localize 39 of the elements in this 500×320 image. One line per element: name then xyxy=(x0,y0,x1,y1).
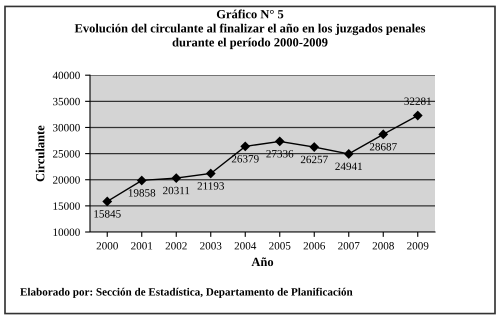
data-label: 28687 xyxy=(370,142,397,150)
y-tick-label: 15000 xyxy=(53,202,80,210)
y-axis-title: Circulante xyxy=(36,126,44,182)
y-tick-label: 25000 xyxy=(52,150,80,158)
y-tick-label: 10000 xyxy=(53,228,80,236)
x-tick-label: 2006 xyxy=(304,242,326,250)
y-tick-label: 40000 xyxy=(52,72,80,80)
x-tick-label: 2009 xyxy=(407,242,428,250)
point xyxy=(240,142,250,152)
point xyxy=(206,168,216,178)
point xyxy=(413,110,422,120)
point xyxy=(102,196,112,206)
x-axis-title: Año xyxy=(252,257,274,266)
y-tick-label: 35000 xyxy=(53,98,80,106)
data-label: 24941 xyxy=(335,162,362,170)
x-tick-label: 2007 xyxy=(338,242,360,250)
data-label: 20311 xyxy=(163,186,190,194)
x-tick-label: 2005 xyxy=(269,242,290,250)
data-label: 26257 xyxy=(300,156,328,164)
y-tick-label: 20000 xyxy=(52,176,80,184)
x-tick-label: 2004 xyxy=(234,242,256,250)
point xyxy=(275,136,284,146)
x-tick-label: 2008 xyxy=(372,242,394,250)
x-tick-label: 2001 xyxy=(131,242,152,250)
data-label: 15845 xyxy=(94,210,121,218)
point xyxy=(310,142,319,152)
data-label: 21193 xyxy=(198,182,224,190)
x-tick-label: 2000 xyxy=(96,242,118,250)
x-tick-label: 2002 xyxy=(166,242,187,250)
x-tick-label: 2003 xyxy=(200,242,222,250)
point xyxy=(344,149,354,159)
point xyxy=(378,130,388,139)
point xyxy=(172,173,181,183)
data-label: 19858 xyxy=(128,189,156,197)
text: Elaborado por: Sección de Estadística, Departamento de Planificación xyxy=(20,288,353,298)
data-label: 26379 xyxy=(232,155,259,163)
y-tick-label: 30000 xyxy=(53,124,80,132)
point xyxy=(137,176,146,186)
chart-title: Gráfico N° 5 Evolución del circulante al finalizar el año en los juzgados penales durante el período 2000-2009 xyxy=(74,9,426,50)
